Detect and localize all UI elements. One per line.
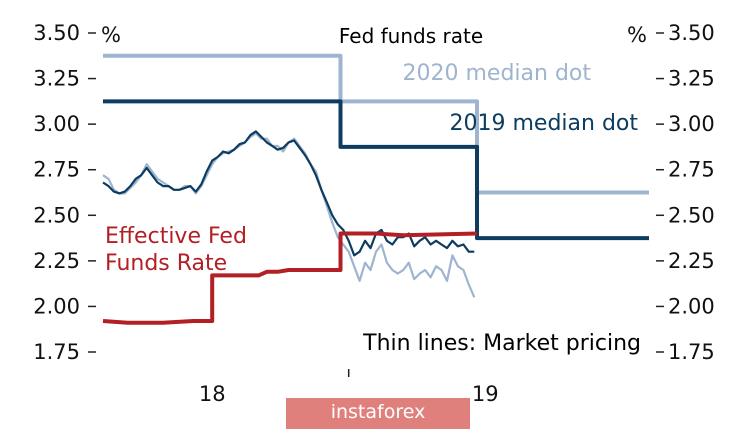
right-y-tick-label: 3.25 <box>668 67 715 91</box>
left-y-tick-label: 2.00 <box>33 294 80 318</box>
dot-2020-label: 2020 median dot <box>403 61 592 86</box>
right-y-tick-label: 2.50 <box>668 203 715 227</box>
effective-label-line2: Funds Rate <box>105 251 227 276</box>
left-y-tick-label: 2.50 <box>33 203 80 227</box>
right-y-tick-label: 2.00 <box>668 294 715 318</box>
x-tick-label: 18 <box>199 382 226 406</box>
left-y-tick-label: 3.25 <box>33 67 80 91</box>
x-tick-label: 19 <box>472 382 499 406</box>
series-line-2019-median-dot <box>103 99 649 241</box>
dot-2019-label: 2019 median dot <box>450 111 639 136</box>
market-pricing-note: Thin lines: Market pricing <box>362 331 641 356</box>
right-y-tick-label: 1.75 <box>668 340 715 364</box>
market-pricing-line-2019-market-pricing <box>102 130 475 257</box>
right-y-tick-label: 3.50 <box>668 21 715 45</box>
left-unit-label: % <box>101 23 121 47</box>
series-lines <box>102 53 649 325</box>
right-y-tick-label: 2.25 <box>668 249 715 273</box>
watermark-logo: instaforex <box>286 398 470 429</box>
right-unit-label: % <box>627 23 647 47</box>
right-y-tick-label: 2.75 <box>668 158 715 182</box>
chart-text: Fed funds rate % % 2020 median dot 2019 … <box>101 23 647 356</box>
left-y-tick-label: 3.50 <box>33 21 80 45</box>
left-y-tick-label: 1.75 <box>33 340 80 364</box>
series-line-2020-median-dot <box>103 53 649 195</box>
left-y-tick-label: 2.75 <box>33 158 80 182</box>
right-y-tick-label: 3.00 <box>668 112 715 136</box>
chart-title: Fed funds rate <box>339 24 483 48</box>
left-y-tick-label: 3.00 <box>33 112 80 136</box>
series-line-effective-fed-funds-rate <box>102 231 478 325</box>
axes: 3.50 3.50 3.25 3.25 3.00 3.00 2.75 2.75 2.50 2.50… <box>33 21 715 406</box>
left-y-tick-label: 2.25 <box>33 249 80 273</box>
effective-label-line1: Effective Fed <box>105 224 247 249</box>
